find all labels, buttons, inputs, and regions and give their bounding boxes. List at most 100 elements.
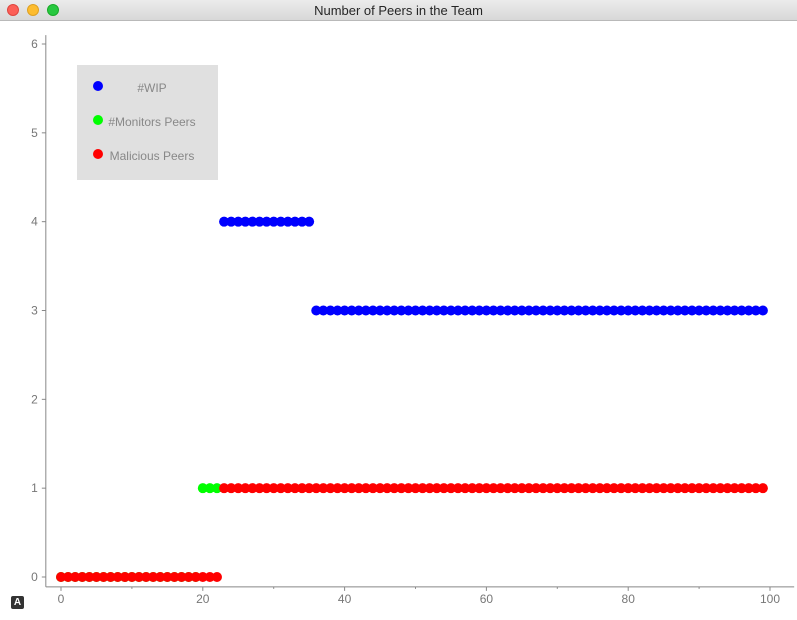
data-point-malicious-peers xyxy=(545,483,556,494)
data-point-wip xyxy=(417,305,428,316)
data-point-malicious-peers xyxy=(431,483,442,494)
data-point-wip xyxy=(438,305,449,316)
data-point-malicious-peers xyxy=(77,572,88,582)
legend-marker-wip xyxy=(93,81,103,91)
data-point-malicious-peers xyxy=(105,572,116,582)
data-point-wip xyxy=(715,305,726,316)
data-point-wip xyxy=(687,305,698,316)
data-point-wip xyxy=(403,305,414,316)
data-point-malicious-peers xyxy=(169,572,180,582)
x-tick-label: 0 xyxy=(58,592,65,606)
data-point-malicious-peers xyxy=(474,483,485,494)
data-point-malicious-peers xyxy=(268,483,279,494)
data-point-malicious-peers xyxy=(594,483,605,494)
data-point-wip xyxy=(325,305,336,316)
data-point-malicious-peers xyxy=(297,483,308,494)
data-point-malicious-peers xyxy=(148,572,159,582)
data-point-wip xyxy=(722,305,733,316)
data-point-wip xyxy=(311,305,322,316)
data-point-malicious-peers xyxy=(325,483,336,494)
data-point-malicious-peers xyxy=(679,483,690,494)
data-point-wip xyxy=(275,216,286,227)
data-point-malicious-peers xyxy=(98,572,109,582)
legend-marker-malicious xyxy=(93,149,103,159)
data-point-malicious-peers xyxy=(84,572,95,582)
data-point-malicious-peers xyxy=(438,483,449,494)
data-point-wip xyxy=(566,305,577,316)
data-point-wip xyxy=(665,305,676,316)
data-point-wip xyxy=(382,305,393,316)
data-point-wip xyxy=(701,305,712,316)
data-point-malicious-peers xyxy=(538,483,549,494)
data-point-wip xyxy=(502,305,513,316)
data-point-wip xyxy=(360,305,371,316)
data-point-malicious-peers xyxy=(311,483,322,494)
data-point-malicious-peers xyxy=(467,483,478,494)
data-point-malicious-peers xyxy=(375,483,386,494)
x-tick-label: 100 xyxy=(760,592,780,606)
data-point-malicious-peers xyxy=(495,483,506,494)
data-point-wip xyxy=(353,305,364,316)
data-point-wip xyxy=(743,305,754,316)
data-point-malicious-peers xyxy=(56,572,66,582)
data-point-wip xyxy=(644,305,655,316)
data-point-wip xyxy=(474,305,485,316)
close-window-button[interactable] xyxy=(7,4,19,16)
y-tick-label: 4 xyxy=(31,215,38,229)
data-point-malicious-peers xyxy=(701,483,712,494)
data-point-wip xyxy=(332,305,343,316)
y-tick-label: 3 xyxy=(31,304,38,318)
data-point-malicious-peers xyxy=(112,572,123,582)
data-point-malicious-peers xyxy=(339,483,350,494)
data-point-malicious-peers xyxy=(743,483,754,494)
data-point-wip xyxy=(531,305,542,316)
data-point-malicious-peers xyxy=(176,572,187,582)
data-point-wip xyxy=(580,305,591,316)
data-point-malicious-peers xyxy=(637,483,648,494)
data-point-wip xyxy=(396,305,407,316)
data-point-malicious-peers xyxy=(190,572,201,582)
data-point-malicious-peers xyxy=(318,483,329,494)
data-point-malicious-peers xyxy=(304,483,315,494)
data-point-wip xyxy=(453,305,464,316)
data-point-malicious-peers xyxy=(91,572,102,582)
data-point-wip xyxy=(516,305,527,316)
data-point-malicious-peers xyxy=(736,483,747,494)
data-point-wip xyxy=(651,305,662,316)
y-tick-label: 1 xyxy=(31,481,38,495)
data-points xyxy=(56,216,768,582)
data-point-wip xyxy=(573,305,584,316)
data-point-wip xyxy=(460,305,471,316)
data-point-malicious-peers xyxy=(261,483,272,494)
minimize-window-button[interactable] xyxy=(27,4,39,16)
data-point-malicious-peers xyxy=(601,483,612,494)
data-point-wip xyxy=(254,216,265,227)
data-point-malicious-peers xyxy=(623,483,634,494)
data-point-wip xyxy=(694,305,705,316)
data-point-malicious-peers xyxy=(665,483,676,494)
data-point-wip xyxy=(672,305,683,316)
zoom-window-button[interactable] xyxy=(47,4,59,16)
data-point-wip xyxy=(559,305,570,316)
data-point-malicious-peers xyxy=(389,483,400,494)
font-icon: A xyxy=(11,596,24,609)
data-point-malicious-peers xyxy=(750,483,761,494)
legend-label-wip: #WIP xyxy=(137,81,166,95)
legend-label-monitors: #Monitors Peers xyxy=(108,115,195,129)
data-point-malicious-peers xyxy=(254,483,265,494)
data-point-malicious-peers xyxy=(155,572,166,582)
x-tick-label: 20 xyxy=(196,592,210,606)
data-point-malicious-peers xyxy=(141,572,152,582)
data-point-malicious-peers xyxy=(282,483,293,494)
data-point-malicious-peers xyxy=(183,572,194,582)
data-point-malicious-peers xyxy=(289,483,300,494)
data-point-malicious-peers xyxy=(509,483,520,494)
data-point-wip xyxy=(375,305,386,316)
data-point-malicious-peers xyxy=(119,572,130,582)
data-point-wip xyxy=(679,305,690,316)
data-point-wip xyxy=(736,305,747,316)
data-point-wip xyxy=(616,305,627,316)
